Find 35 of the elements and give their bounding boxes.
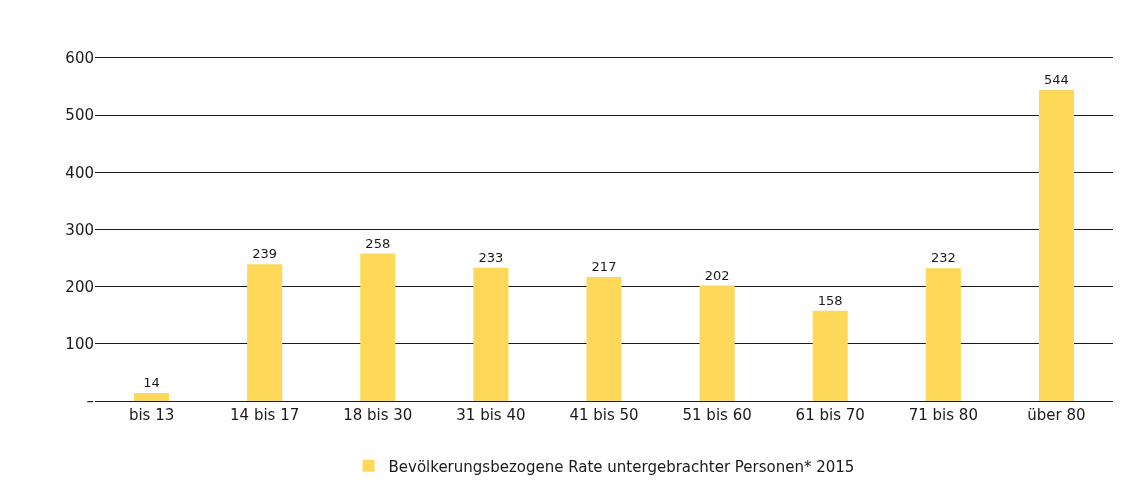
- y-tick-label: 400: [65, 163, 94, 182]
- data-label: 239: [252, 246, 278, 262]
- x-tick-label: 18 bis 30: [343, 406, 413, 425]
- x-tick-label: 51 bis 60: [682, 406, 752, 425]
- data-label: 544: [1044, 72, 1069, 88]
- x-tick-label: 41 bis 50: [569, 406, 639, 425]
- x-tick-label: über 80: [1027, 406, 1086, 425]
- y-tick-label: 600: [65, 49, 94, 68]
- data-label: 232: [930, 250, 956, 266]
- bar: [360, 253, 396, 401]
- bar: [247, 264, 283, 401]
- data-label: 202: [704, 267, 730, 283]
- x-tick-label: 14 bis 17: [230, 406, 300, 425]
- bar: [586, 276, 622, 401]
- bar: [134, 393, 170, 401]
- bar: [699, 285, 735, 401]
- bar: [812, 310, 848, 401]
- x-tick-label: bis 13: [128, 406, 175, 425]
- bar: [925, 268, 961, 401]
- data-label: 14: [143, 375, 160, 390]
- data-label: 158: [817, 292, 843, 308]
- legend-label: Bevölkerungsbezogene Rate untergebrachter Personen* 2015: [388, 457, 855, 476]
- data-label: 258: [365, 235, 391, 251]
- bar: [473, 267, 509, 401]
- y-tick-label: 200: [65, 277, 94, 296]
- data-label: 233: [478, 249, 504, 265]
- bar: [1038, 90, 1074, 401]
- x-tick-label: 31 bis 40: [456, 406, 526, 425]
- y-tick-label: 500: [65, 106, 94, 125]
- data-label: 217: [591, 258, 617, 274]
- y-tick-label: 300: [65, 220, 94, 239]
- x-tick-label: 61 bis 70: [795, 406, 865, 425]
- y-tick-label: 100: [65, 335, 94, 354]
- x-tick-label: 71 bis 80: [908, 406, 978, 425]
- y-tick-label: –: [86, 392, 94, 411]
